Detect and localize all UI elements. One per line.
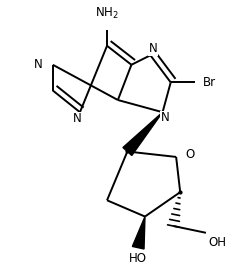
Polygon shape (123, 112, 163, 156)
Text: N: N (34, 58, 43, 71)
Text: OH: OH (209, 235, 227, 248)
Text: N: N (73, 113, 82, 126)
Text: NH$_2$: NH$_2$ (95, 6, 119, 21)
Text: N: N (161, 111, 170, 124)
Text: N: N (149, 42, 158, 55)
Text: O: O (186, 148, 195, 161)
Polygon shape (132, 217, 145, 249)
Text: Br: Br (203, 76, 216, 89)
Text: HO: HO (129, 252, 147, 265)
